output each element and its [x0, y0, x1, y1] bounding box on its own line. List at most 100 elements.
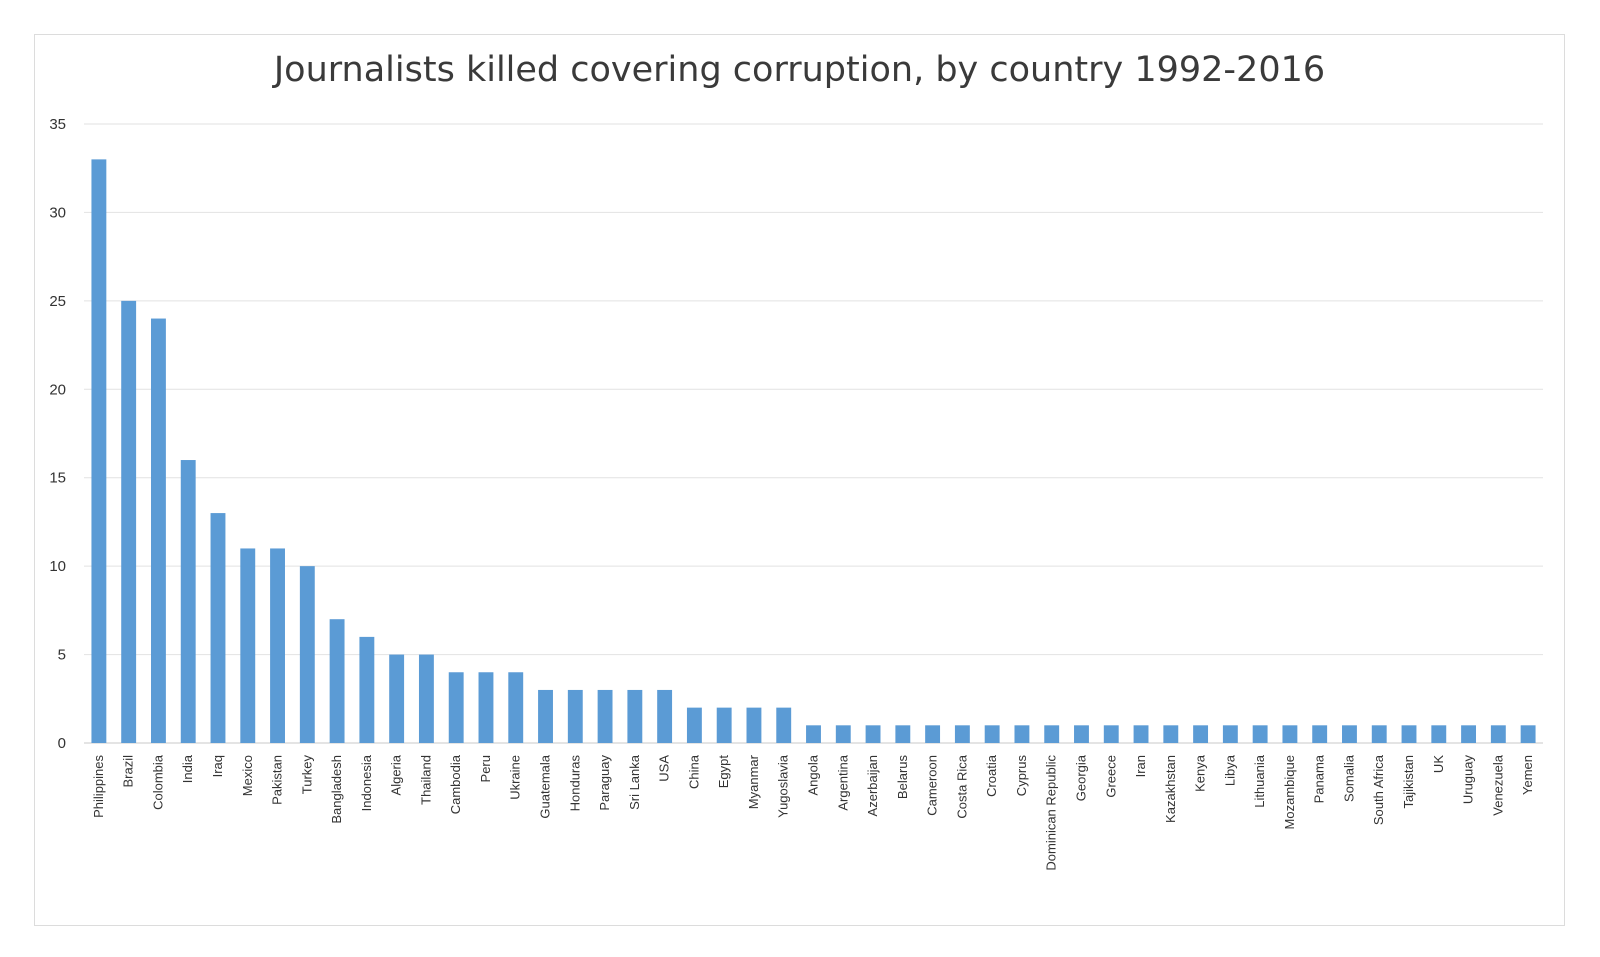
x-tick-label: Venezuela [1490, 754, 1505, 815]
bar-yemen [1520, 725, 1536, 743]
gridlines [84, 123, 1543, 744]
x-tick-label: Somalia [1341, 754, 1356, 802]
bar-uk [1431, 725, 1447, 743]
bar-myanmar [746, 707, 762, 743]
x-tick-label: Peru [478, 755, 493, 782]
x-tick-label: Algeria [389, 754, 404, 795]
x-tick-label: Indonesia [359, 754, 374, 811]
bar-pakistan [270, 548, 285, 743]
x-tick-label: Cambodia [448, 754, 463, 814]
y-axis: 0 5 10 15 20 25 30 35 [49, 116, 66, 752]
y-tick-label: 0 [58, 735, 66, 752]
bar-turkey [299, 566, 315, 743]
x-tick-label: Myanmar [746, 754, 761, 809]
x-tick-label: USA [657, 755, 672, 782]
x-tick-label: Mozambique [1282, 755, 1297, 829]
bar-cambodia [448, 672, 464, 743]
x-tick-label: Yugoslavia [776, 754, 791, 818]
bar-indonesia [359, 636, 375, 743]
chart-frame [34, 34, 1565, 926]
x-tick-label: Ukraine [508, 755, 523, 800]
x-tick-label: Tajikistan [1401, 755, 1416, 808]
y-tick-label: 10 [49, 558, 66, 575]
x-tick-label: Argentina [835, 754, 850, 810]
bar-costa-rica [954, 725, 970, 743]
x-tick-label: Cyprus [1014, 755, 1029, 797]
x-tick-label: UK [1431, 755, 1446, 773]
bar-philippines [91, 159, 107, 743]
chart-title: Journalists killed covering corruption, … [273, 50, 1326, 90]
bar-bangladesh [329, 619, 345, 743]
bar-tajikistan [1401, 725, 1417, 743]
x-tick-label: Paraguay [597, 755, 612, 811]
bar-india [180, 460, 196, 743]
bar-thailand [418, 654, 434, 743]
bar-colombia [150, 318, 166, 743]
bar-panama [1312, 725, 1328, 743]
x-tick-label: South Africa [1371, 754, 1386, 825]
bar-uruguay [1461, 725, 1477, 743]
x-tick-label: Mexico [240, 755, 255, 796]
bar-argentina [835, 725, 851, 743]
bar-somalia [1342, 725, 1357, 743]
y-tick-label: 35 [49, 116, 66, 133]
x-tick-label: Honduras [567, 755, 582, 812]
x-tick-label: Bangladesh [329, 755, 344, 824]
bar-venezuela [1490, 725, 1506, 743]
bar-mozambique [1282, 725, 1298, 743]
x-tick-label: Libya [1222, 754, 1237, 786]
bar-azerbaijan [865, 725, 881, 743]
x-tick-label: Kenya [1193, 754, 1208, 792]
x-tick-label: Yemen [1520, 755, 1535, 795]
y-tick-label: 5 [58, 647, 66, 664]
x-tick-label: Egypt [716, 755, 731, 789]
bar-egypt [716, 707, 732, 743]
x-tick-label: Costa Rica [954, 754, 969, 818]
bar-cameroon [925, 725, 941, 743]
x-tick-label: Kazakhstan [1163, 755, 1178, 823]
y-tick-label: 15 [49, 470, 66, 487]
bar-usa [657, 689, 673, 743]
x-tick-label: Croatia [984, 754, 999, 797]
bar-iran [1133, 725, 1149, 743]
bars [91, 159, 1536, 743]
x-tick-label: Uruguay [1461, 755, 1476, 805]
x-axis: Philippines Brazil Colombia India Iraq Mexico… [91, 754, 1535, 870]
bar-china [686, 707, 702, 743]
bar-iraq [210, 513, 226, 743]
bar-belarus [895, 725, 911, 743]
bar-georgia [1074, 725, 1089, 743]
x-tick-label: India [180, 754, 195, 783]
x-tick-label: Guatemala [538, 754, 553, 818]
x-tick-label: Brazil [121, 755, 136, 788]
x-tick-label: Sri Lanka [627, 754, 642, 810]
x-tick-label: Iran [1133, 755, 1148, 777]
bar-paraguay [597, 689, 613, 743]
bar-peru [478, 672, 494, 743]
bar-ukraine [508, 672, 524, 743]
x-tick-label: Iraq [210, 755, 225, 777]
bar-dominican-republic [1044, 725, 1060, 743]
bar-lithuania [1252, 725, 1268, 743]
bar-libya [1222, 725, 1238, 743]
x-tick-label: Angola [806, 754, 821, 795]
x-tick-label: Lithuania [1252, 754, 1267, 808]
x-tick-label: Dominican Republic [1044, 755, 1059, 871]
y-tick-label: 25 [49, 293, 66, 310]
x-tick-label: Turkey [299, 755, 314, 795]
bar-south-africa [1371, 725, 1387, 743]
x-tick-label: Colombia [150, 754, 165, 810]
y-tick-label: 30 [49, 204, 66, 221]
x-tick-label: Cameroon [925, 755, 940, 816]
x-tick-label: Panama [1312, 754, 1327, 803]
bar-croatia [984, 725, 1000, 743]
bar-kenya [1193, 725, 1209, 743]
bar-cyprus [1014, 725, 1030, 743]
x-tick-label: Georgia [1073, 754, 1088, 801]
bar-mexico [240, 548, 256, 743]
x-tick-label: Thailand [418, 755, 433, 805]
x-tick-label: Philippines [91, 755, 106, 818]
y-tick-label: 20 [49, 381, 66, 398]
bar-greece [1103, 725, 1119, 743]
